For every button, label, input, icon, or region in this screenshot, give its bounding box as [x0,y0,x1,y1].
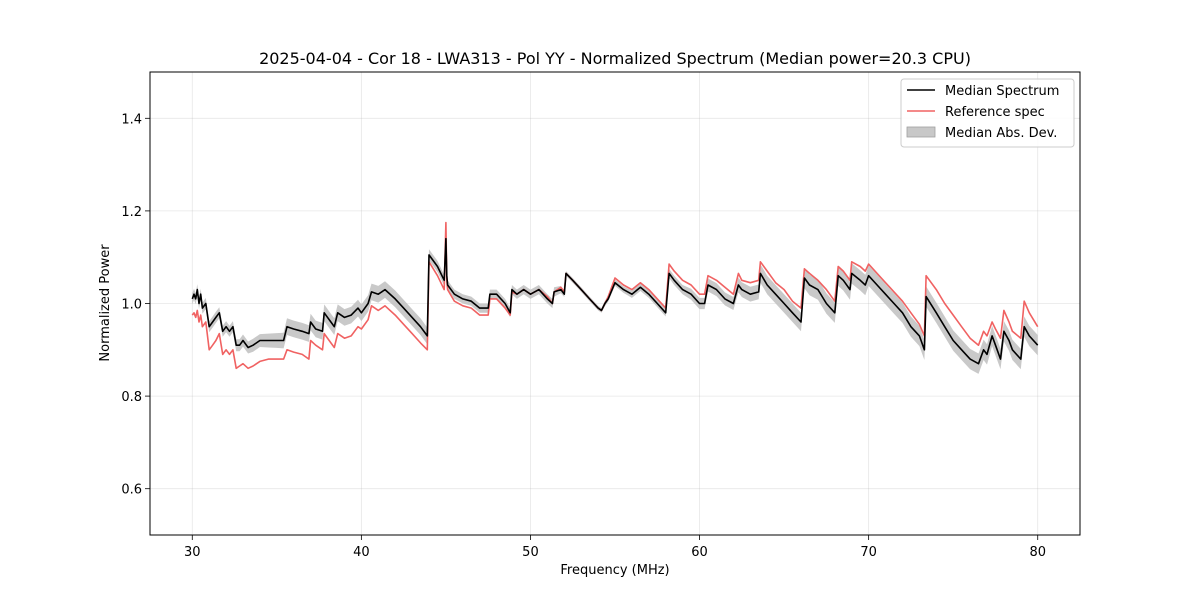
y-tick-label: 1.4 [121,112,142,127]
legend-box [900,78,1075,148]
x-tick-label: 40 [353,545,370,560]
legend-band-swatch [906,126,936,138]
legend: Median Spectrum Reference spec Median Ab… [900,78,1075,148]
y-axis-label: Normalized Power [98,244,113,362]
legend-median-label: Median Spectrum [945,84,1059,99]
median-spectrum-line [191,237,1039,365]
x-axis-ticks: 30 40 50 60 70 80 [184,535,1046,560]
y-tick-label: 1.2 [121,205,142,220]
x-tick-label: 70 [860,545,877,560]
y-tick-label: 0.8 [121,390,142,405]
legend-band-label: Median Abs. Dev. [945,126,1057,141]
legend-reference-label: Reference spec [945,105,1045,120]
y-tick-label: 0.6 [121,483,142,498]
x-tick-label: 50 [522,545,539,560]
x-tick-label: 30 [184,545,201,560]
y-tick-label: 1.0 [121,298,142,313]
x-tick-label: 80 [1029,545,1046,560]
chart-title: 2025-04-04 - Cor 18 - LWA313 - Pol YY - … [259,49,971,68]
x-axis-label: Frequency (MHz) [560,563,669,578]
x-tick-label: 60 [691,545,708,560]
y-axis-ticks: 0.6 0.8 1.0 1.2 1.4 [121,112,150,498]
median-spectrum-line-group [191,237,1039,365]
